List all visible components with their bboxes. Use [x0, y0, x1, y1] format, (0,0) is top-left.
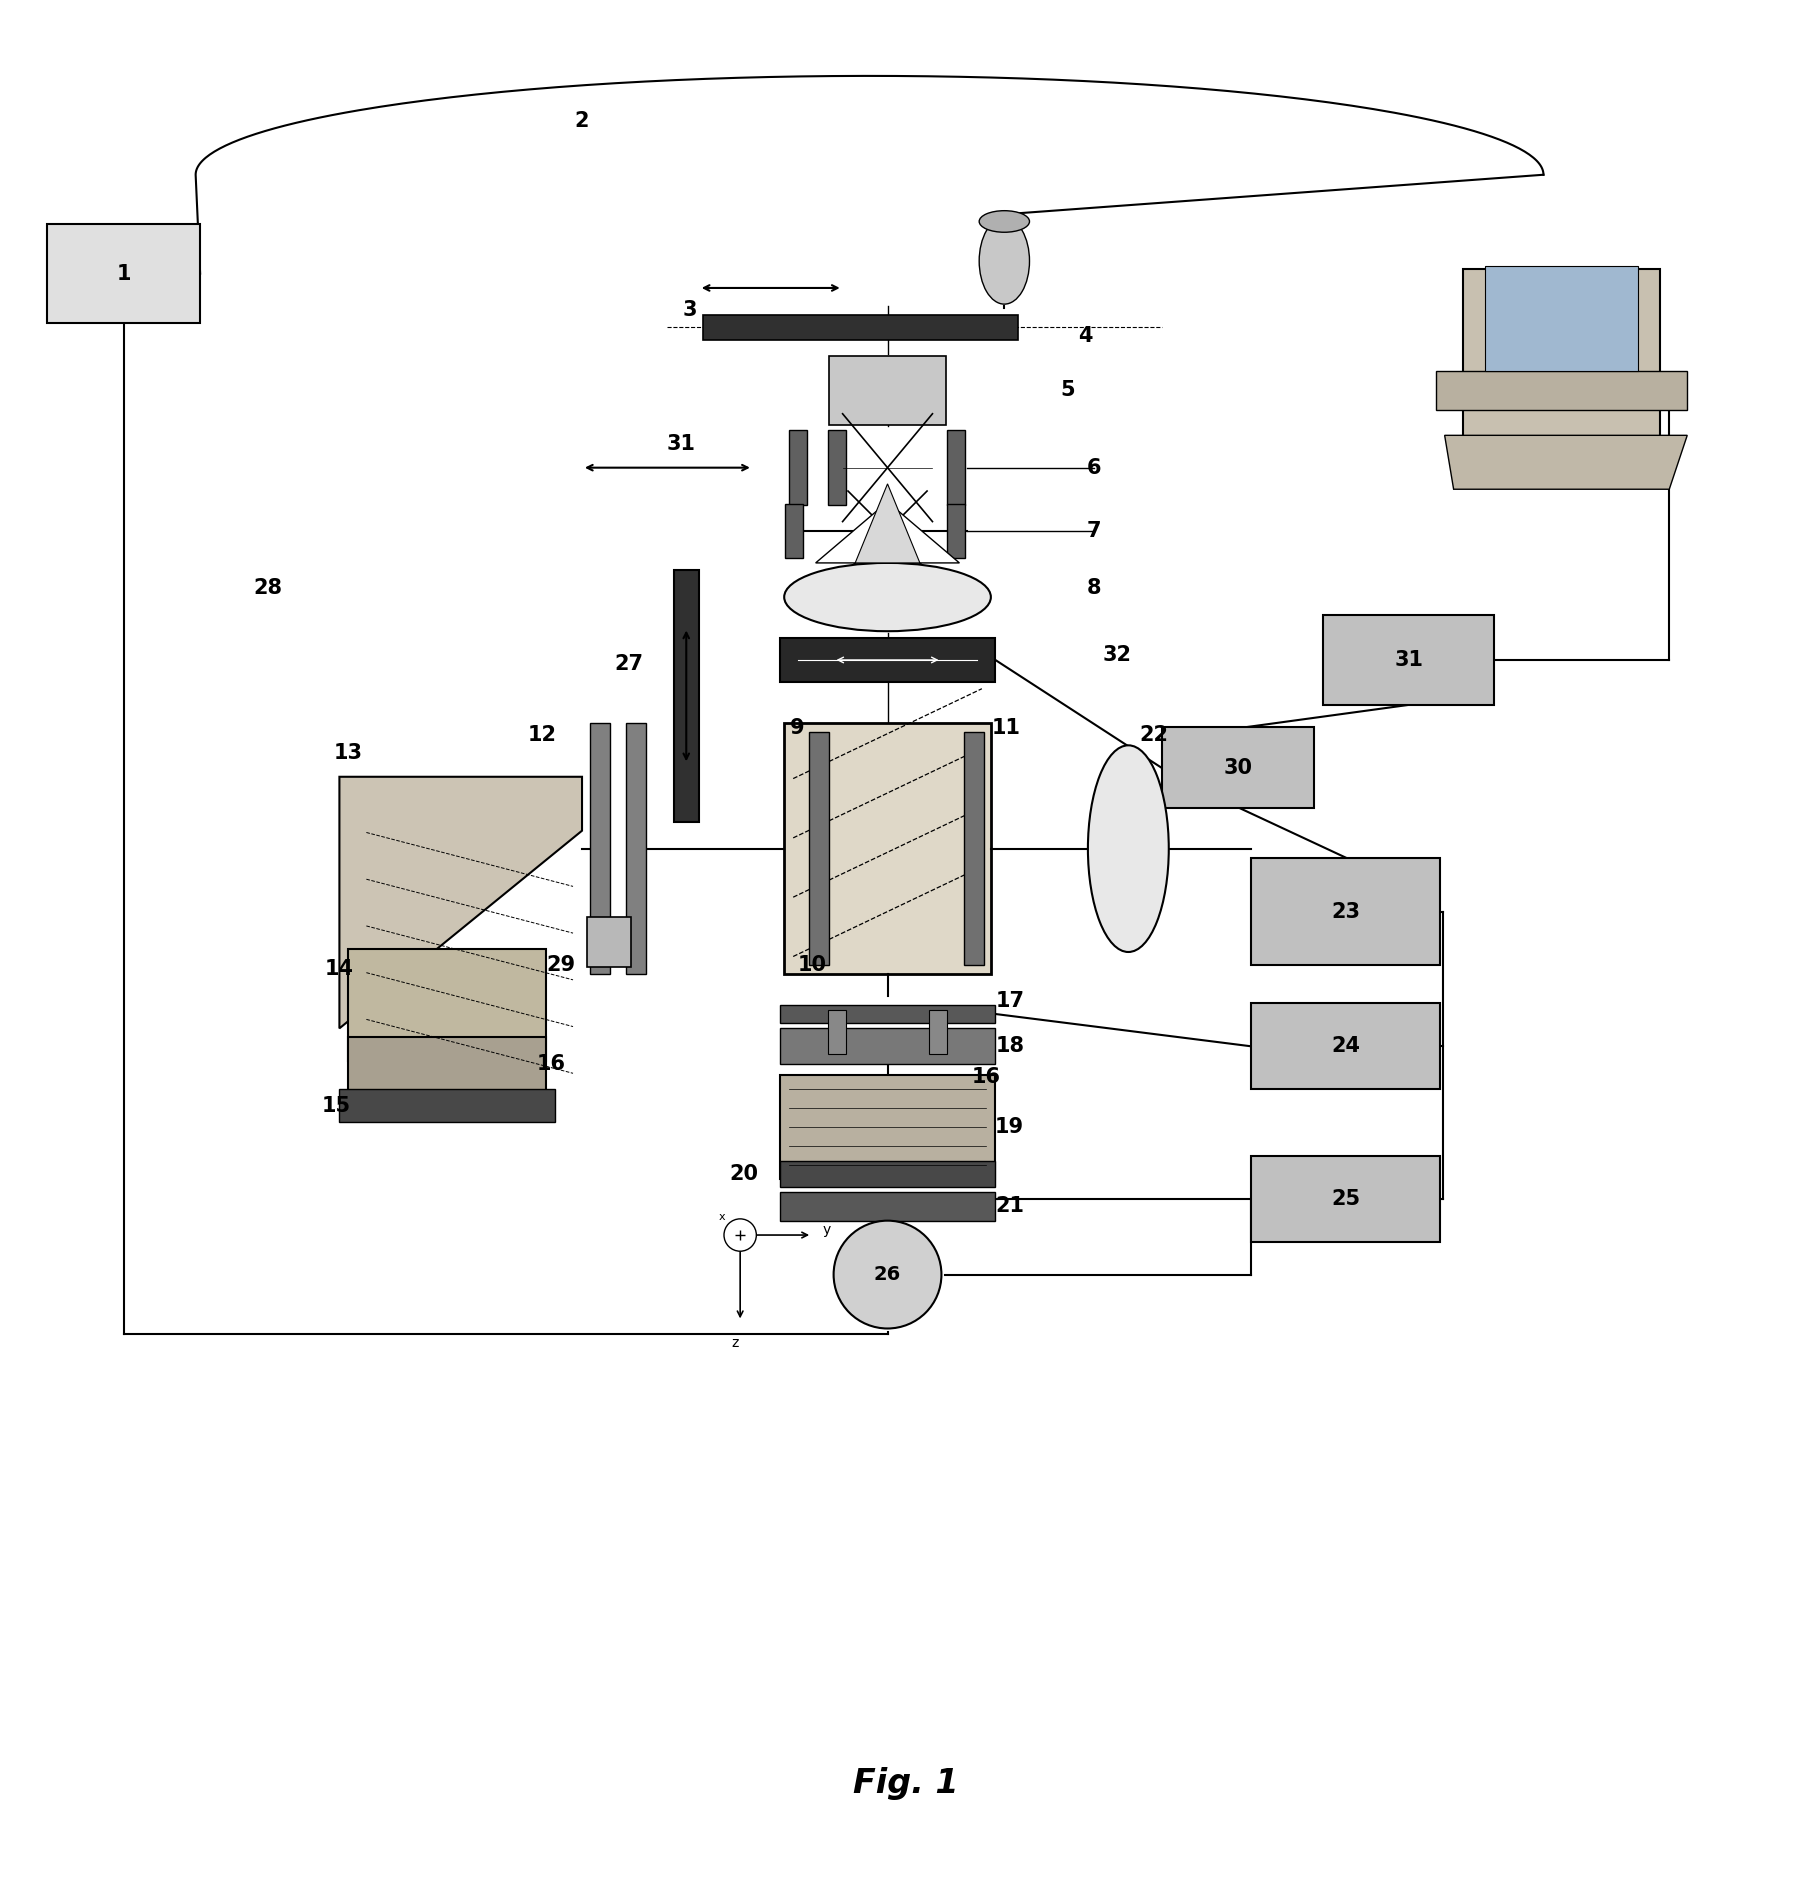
- Polygon shape: [855, 483, 920, 563]
- Polygon shape: [339, 777, 581, 1029]
- Circle shape: [833, 1220, 942, 1328]
- Text: Fig. 1: Fig. 1: [853, 1766, 958, 1800]
- Text: 31: 31: [1394, 650, 1423, 671]
- Text: 16: 16: [538, 1054, 567, 1074]
- Text: y: y: [822, 1222, 831, 1237]
- Bar: [828, 1010, 846, 1054]
- Bar: [828, 430, 846, 506]
- Polygon shape: [1445, 436, 1688, 489]
- Bar: [1251, 1156, 1440, 1243]
- Text: 27: 27: [614, 654, 643, 673]
- Bar: [1436, 371, 1688, 409]
- Text: 32: 32: [1103, 644, 1132, 665]
- Text: 18: 18: [996, 1037, 1025, 1056]
- Text: 30: 30: [1224, 758, 1253, 777]
- Text: 21: 21: [996, 1196, 1025, 1217]
- Text: 8: 8: [1087, 578, 1101, 599]
- Ellipse shape: [980, 210, 1029, 233]
- Bar: [348, 949, 547, 1061]
- Ellipse shape: [980, 218, 1029, 303]
- Bar: [788, 430, 806, 506]
- Text: 16: 16: [973, 1067, 1001, 1088]
- Text: 3: 3: [683, 299, 697, 320]
- Bar: [1324, 616, 1494, 705]
- Text: 14: 14: [324, 959, 353, 980]
- Bar: [781, 1004, 996, 1023]
- Bar: [963, 731, 983, 965]
- Text: 1: 1: [116, 263, 130, 284]
- Bar: [786, 504, 802, 557]
- Text: z: z: [732, 1336, 739, 1349]
- Text: 7: 7: [1087, 521, 1101, 540]
- Bar: [810, 731, 829, 965]
- Ellipse shape: [784, 563, 991, 631]
- Bar: [781, 1192, 996, 1220]
- Text: 28: 28: [254, 578, 283, 599]
- Text: 6: 6: [1087, 459, 1101, 478]
- Bar: [674, 570, 699, 822]
- Bar: [784, 722, 991, 974]
- Bar: [947, 504, 965, 557]
- Text: 20: 20: [730, 1164, 759, 1184]
- Text: 15: 15: [321, 1095, 350, 1116]
- Bar: [1485, 267, 1637, 371]
- Text: 22: 22: [1139, 726, 1168, 745]
- Bar: [829, 356, 945, 424]
- Text: 19: 19: [996, 1118, 1025, 1137]
- Bar: [781, 1029, 996, 1065]
- Bar: [947, 430, 965, 506]
- Text: 26: 26: [875, 1266, 902, 1285]
- Text: 24: 24: [1331, 1037, 1360, 1056]
- Text: 31: 31: [666, 434, 695, 455]
- Text: x: x: [719, 1213, 726, 1222]
- Text: 25: 25: [1331, 1188, 1360, 1209]
- Ellipse shape: [1088, 745, 1168, 951]
- Bar: [1463, 269, 1661, 440]
- Bar: [348, 1037, 547, 1092]
- Bar: [1161, 728, 1315, 809]
- Text: 29: 29: [545, 955, 576, 976]
- Bar: [781, 1074, 996, 1179]
- Text: 4: 4: [1078, 326, 1092, 347]
- Bar: [590, 722, 610, 974]
- Text: 11: 11: [992, 718, 1021, 739]
- Bar: [47, 224, 201, 322]
- Text: 12: 12: [529, 726, 558, 745]
- Text: 13: 13: [333, 743, 362, 764]
- Bar: [929, 1010, 947, 1054]
- Bar: [781, 1162, 996, 1186]
- Bar: [339, 1090, 554, 1122]
- Text: 2: 2: [574, 110, 589, 131]
- Bar: [1251, 858, 1440, 965]
- Polygon shape: [815, 502, 960, 563]
- Text: 5: 5: [1059, 381, 1074, 400]
- Text: 10: 10: [797, 955, 826, 976]
- Bar: [627, 722, 647, 974]
- Text: 17: 17: [996, 991, 1025, 1012]
- Text: 9: 9: [790, 718, 804, 739]
- Circle shape: [724, 1218, 757, 1251]
- Bar: [587, 917, 630, 966]
- Bar: [1251, 1002, 1440, 1090]
- Text: 23: 23: [1331, 902, 1360, 921]
- Bar: [703, 315, 1018, 339]
- Bar: [781, 639, 996, 682]
